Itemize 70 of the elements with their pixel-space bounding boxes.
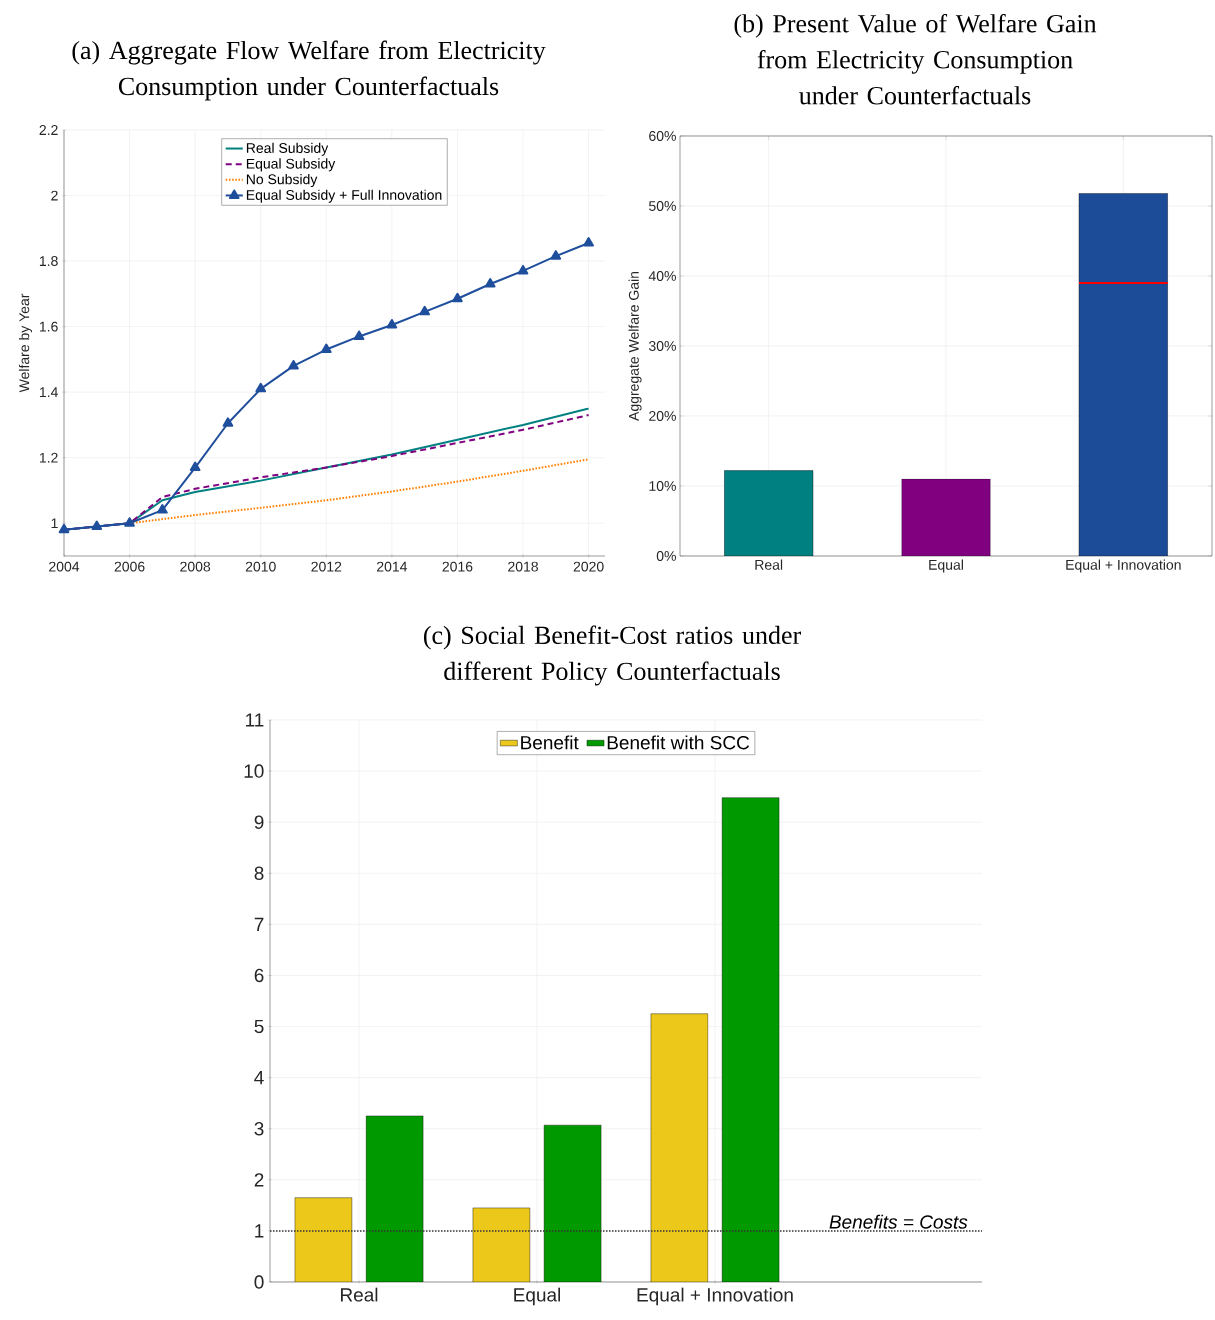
point [91,520,103,530]
y-axis-title: Welfare by Year [18,293,32,393]
x-tick-label: 2006 [114,561,145,572]
point [353,330,365,340]
chart-title: (b) Present Value of Welfare Gain from Electricity Consumption under Counterfactuals [734,13,1097,105]
y-tick-label: 30% [648,341,676,351]
y-tick-label: 2 [51,190,58,201]
x-tick-label: 2004 [49,561,80,572]
y-tick-label: 7 [254,917,264,931]
y-tick-label: 11 [246,713,264,727]
y-tick-label: 6 [254,968,264,983]
y-tick-label: 1 [51,518,58,529]
ref-line-label: Benefits = Costs [829,1214,968,1229]
point [517,264,529,275]
y-tick-label: 10 [244,764,264,778]
x-tick-label: Equal [929,559,963,573]
point [320,343,332,354]
y-tick-label: 0 [254,1275,264,1289]
x-tick-label: Equal [514,1287,561,1306]
y-tick-label: 1 [255,1224,264,1238]
legend-label: Benefit [521,735,579,750]
x-tick-label: 2008 [180,561,211,572]
legend-label: No Subsidy [246,174,318,188]
y-tick-label: 10% [649,481,676,491]
chart-title: (a) Aggregate Flow Welfare from Electricity Consumption under Counterfactuals [72,40,546,101]
point [484,278,496,288]
y-tick-label: 5 [254,1019,264,1034]
point [222,417,234,427]
point [550,250,562,260]
point [157,504,168,514]
x-tick-label: Equal + Innovation [637,1287,793,1306]
x-tick-label: 2018 [508,561,538,572]
legend-label: Equal Subsidy + Full Innovation [246,189,442,203]
y-tick-label: 1.6 [39,321,58,332]
y-tick-label: 2.2 [39,125,58,135]
y-tick-label: 1.4 [39,387,58,397]
chart-title: (c) Social Benefit-Cost ratios under different Policy Counterfactuals [423,625,801,686]
point [419,305,430,316]
point [255,382,267,393]
legend-label: Equal Subsidy [246,158,336,172]
legend-label: Benefit with SCC [607,735,750,750]
x-tick-label: 2010 [245,561,276,572]
point [189,461,201,472]
y-tick-label: 50% [649,201,676,211]
y-tick-label: 2 [254,1173,264,1187]
x-tick-label: 2014 [377,561,408,572]
y-tick-label: 40% [648,271,676,281]
y-tick-label: 20% [649,411,676,421]
y-tick-label: 4 [254,1071,264,1085]
y-tick-label: 3 [254,1121,264,1136]
y-tick-label: 9 [254,815,264,829]
y-tick-label: 8 [254,866,264,880]
y-tick-label: 0% [656,551,676,561]
x-tick-label: 2016 [442,561,473,572]
x-tick-label: Real [755,559,783,570]
point [452,292,463,303]
x-tick-label: 2012 [311,561,342,572]
point [583,237,594,247]
y-tick-label: 60% [649,131,676,141]
point [386,318,398,329]
legend-label: Real Subsidy [246,142,329,156]
y-tick-label: 1.2 [39,452,58,463]
y-axis-title: Aggregate Welfare Gain [628,271,642,421]
point [288,359,299,370]
point [124,517,135,527]
y-tick-label: 1.8 [39,256,58,267]
x-tick-label: 2020 [573,561,604,572]
x-tick-label: Real [341,1287,378,1302]
x-tick-label: Equal + Innovation [1066,559,1181,573]
point [58,523,70,534]
